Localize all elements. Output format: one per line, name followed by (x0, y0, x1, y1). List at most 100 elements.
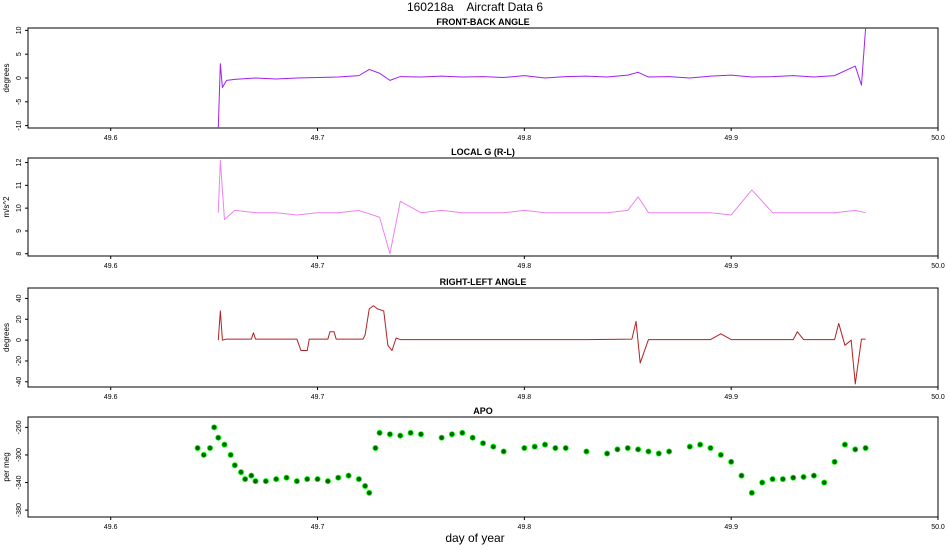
data-point (207, 445, 213, 451)
data-point (408, 430, 413, 436)
data-point (346, 473, 351, 478)
data-point (315, 476, 320, 482)
y-tick-label: -340 (16, 475, 23, 489)
x-tick-label: 49.9 (724, 263, 738, 270)
chart-panel-2: LOCAL G (R-L) m/s^2 49.6 49.7 49.8 49.9 50.0 8 9… (2, 147, 945, 270)
x-tick-label: 49.6 (104, 263, 118, 270)
data-point (398, 433, 403, 438)
y-tick-label: -5 (16, 99, 23, 105)
x-tick-label: 49.8 (518, 524, 532, 531)
data-point (253, 478, 258, 484)
data-point (325, 478, 331, 484)
x-tick-label: 49.8 (518, 394, 532, 401)
y-tick-label: 0 (16, 76, 23, 80)
data-point (377, 430, 382, 436)
series-line (217, 305, 866, 385)
data-point (201, 452, 206, 458)
data-point (367, 490, 372, 496)
panel-title: APO (473, 406, 493, 416)
data-point (263, 478, 269, 484)
data-point (439, 435, 444, 440)
data-point (480, 441, 486, 446)
data-point (822, 480, 827, 485)
data-point (532, 444, 537, 449)
series-line (217, 28, 867, 128)
data-point (284, 475, 289, 480)
data-point (222, 442, 227, 447)
data-point (195, 445, 200, 451)
data-point (470, 435, 475, 440)
data-point (501, 449, 506, 454)
figure-title: 160218a Aircraft Data 6 (406, 0, 544, 14)
x-axis-title: day of year (445, 531, 505, 545)
x-tick-label: 49.9 (724, 524, 738, 531)
data-point (563, 445, 568, 451)
y-tick-label: -20 (16, 356, 23, 366)
data-point (615, 447, 620, 452)
data-point (242, 476, 248, 482)
data-point (449, 432, 455, 437)
data-point (842, 442, 848, 447)
chart-panel-3: RIGHT-LEFT ANGLE degrees 49.6 49.7 49.8 49.9 5… (2, 277, 945, 401)
data-point (228, 452, 233, 458)
y-tick-label: -10 (16, 120, 23, 130)
y-tick-label: -40 (16, 377, 23, 387)
data-point (216, 435, 221, 440)
plot-frame (27, 157, 939, 257)
data-point (646, 449, 651, 454)
data-point (656, 451, 661, 456)
y-tick-label: -300 (16, 448, 23, 462)
data-point (387, 432, 393, 437)
y-tick-label: 10 (16, 26, 23, 34)
panel-title: RIGHT-LEFT ANGLE (440, 277, 527, 287)
y-axis-title: degrees (2, 64, 11, 93)
x-tick-label: 49.7 (311, 524, 325, 531)
plot-frame (27, 27, 939, 129)
x-tick-label: 50.0 (931, 394, 945, 401)
x-tick-label: 49.8 (518, 135, 532, 142)
data-point (336, 475, 341, 480)
data-point (491, 444, 496, 449)
data-point (305, 476, 310, 482)
y-tick-label: 0 (16, 338, 23, 342)
data-point (666, 449, 672, 454)
data-point (294, 478, 300, 484)
data-point (811, 473, 817, 478)
y-axis-title: degrees (2, 323, 11, 352)
series-line (217, 159, 866, 255)
data-point (780, 476, 786, 482)
data-point (604, 451, 610, 456)
x-tick-label: 49.6 (104, 524, 118, 531)
data-point (211, 425, 217, 430)
data-point (460, 430, 465, 436)
panel-title: LOCAL G (R-L) (451, 147, 515, 157)
data-point (739, 473, 744, 478)
data-point (362, 483, 368, 489)
y-tick-label: 8 (16, 252, 23, 256)
x-tick-label: 49.8 (518, 263, 532, 270)
y-tick-label: -260 (16, 420, 23, 434)
x-tick-label: 50.0 (931, 135, 945, 142)
data-point (273, 476, 279, 482)
chart-panel-1: FRONT-BACK ANGLE degrees 49.6 49.7 49.8 49.9 5… (2, 17, 945, 142)
data-point (687, 444, 693, 449)
data-point (584, 449, 589, 454)
x-tick-label: 49.7 (311, 263, 325, 270)
data-point (522, 445, 527, 451)
plot-area (217, 28, 867, 128)
y-tick-label: 11 (16, 182, 23, 189)
y-axis-title: m/s^2 (2, 196, 11, 218)
y-axis-title: per meg (2, 452, 11, 481)
y-tick-label: 5 (16, 52, 23, 56)
plot-area (217, 159, 866, 255)
data-point (232, 463, 238, 468)
panel-title: FRONT-BACK ANGLE (436, 17, 529, 27)
data-point (853, 447, 858, 452)
data-point (635, 447, 641, 452)
data-point (718, 452, 724, 458)
plot-frame (27, 287, 939, 388)
plot-area (217, 305, 866, 385)
data-point (238, 469, 244, 475)
data-point (760, 480, 765, 485)
y-tick-label: 12 (16, 159, 23, 167)
